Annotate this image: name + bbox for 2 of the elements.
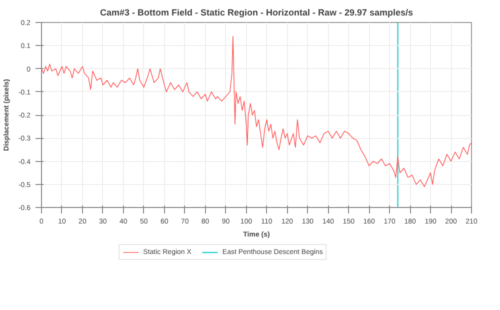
line-series	[42, 36, 472, 188]
chart-title: Cam#3 - Bottom Field - Static Region - Horizontal - Raw - 29.97 samples/s	[100, 8, 414, 18]
